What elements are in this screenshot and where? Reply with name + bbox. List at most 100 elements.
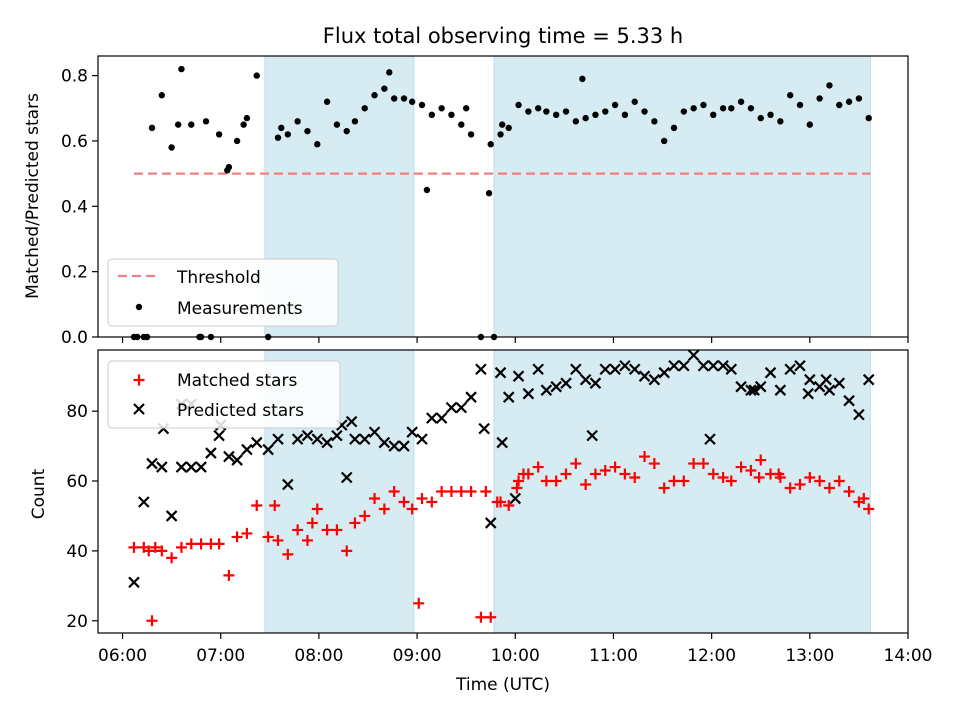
measurement-point <box>690 105 697 112</box>
matched-stars-point <box>580 479 592 491</box>
matched-stars-point <box>175 541 187 553</box>
measurement-point <box>158 92 166 99</box>
matched-stars-point <box>804 472 816 484</box>
measurement-point <box>371 92 378 99</box>
measurement-point <box>467 131 475 138</box>
top-y-tick-label: 0.8 <box>61 67 88 87</box>
matched-stars-point <box>648 458 660 470</box>
measurement-point <box>660 137 668 145</box>
matched-stars-point <box>465 486 477 497</box>
predicted-stars-point <box>484 517 497 529</box>
measurement-point <box>462 105 470 112</box>
x-tick-label: 08:00 <box>294 646 343 666</box>
measurement-point <box>592 111 599 119</box>
matched-stars-point <box>398 496 410 508</box>
matched-stars-point <box>745 465 757 477</box>
predicted-stars-point <box>195 461 207 473</box>
predicted-stars-point <box>205 447 217 459</box>
predicted-stars-point <box>175 461 188 473</box>
predicted-stars-point <box>406 426 418 438</box>
chart-title: Flux total observing time = 5.33 h <box>323 24 683 48</box>
predicted-stars-point <box>823 384 836 396</box>
predicted-stars-point <box>291 433 304 445</box>
predicted-stars-point <box>478 422 490 435</box>
matched-stars-point <box>503 499 515 511</box>
matched-stars-point <box>282 548 294 560</box>
predicted-stars-point <box>445 401 458 414</box>
x-tick-label: 12:00 <box>687 646 736 666</box>
top-y-axis-label: Matched/Predicted stars <box>23 93 43 299</box>
matched-stars-point <box>416 492 428 504</box>
predicted-stars-point <box>735 380 747 393</box>
matched-stars-point <box>436 486 448 497</box>
measurement-point <box>631 98 638 105</box>
matched-stars-point <box>475 611 487 623</box>
matched-stars-point <box>292 524 304 536</box>
measurement-point <box>418 101 426 109</box>
measurement-point <box>757 114 764 122</box>
measurement-point <box>148 124 156 132</box>
matched-stars-point <box>359 510 371 522</box>
predicted-stars-point <box>658 366 670 379</box>
predicted-stars-point <box>512 370 525 382</box>
top-legend-box <box>107 258 339 327</box>
predicted-stars-point <box>784 363 796 375</box>
measurement-point <box>202 118 210 125</box>
matched-stars-point <box>241 527 253 539</box>
matched-stars-point <box>794 479 806 491</box>
x-tick-label: 10:00 <box>491 646 540 666</box>
measurement-point <box>786 92 794 99</box>
predicted-stars-point <box>853 408 865 421</box>
x-tick-label: 06:00 <box>98 646 147 666</box>
x-tick-label: 07:00 <box>196 646 245 666</box>
legend-predicted-stars-label: Predicted stars <box>177 401 304 421</box>
measurement-point <box>386 69 393 76</box>
matched-stars-point <box>166 552 178 564</box>
matched-stars-point <box>843 486 855 497</box>
predicted-stars-point <box>707 359 720 372</box>
predicted-stars-point <box>502 391 515 403</box>
bottom-panel: 20 40 60 80 06:00 07:00 08:00 09:00 10:00 11:00 12… <box>66 349 933 666</box>
predicted-stars-point <box>128 576 140 589</box>
predicted-stars-point <box>231 454 243 466</box>
predicted-stars-point <box>804 373 816 386</box>
measurement-point <box>796 101 804 109</box>
top-y-tick-label: 0.4 <box>61 197 88 217</box>
x-tick-label: 13:00 <box>785 646 834 666</box>
measurement-point <box>525 108 532 115</box>
measurement-point <box>572 118 580 125</box>
predicted-stars-point <box>156 461 168 473</box>
predicted-stars-point <box>223 450 235 463</box>
measurement-point <box>543 108 550 115</box>
matched-stars-point <box>341 545 353 557</box>
measurement-point <box>438 105 445 112</box>
matched-stars-point <box>773 468 785 480</box>
predicted-stars-point <box>668 359 680 372</box>
measurement-point <box>333 121 341 128</box>
matched-stars-point <box>658 482 670 494</box>
matched-stars-point <box>406 503 418 515</box>
predicted-stars-point <box>540 384 553 396</box>
measurement-point <box>806 121 814 128</box>
measurement-point <box>579 75 586 83</box>
predicted-stars-point <box>599 363 612 375</box>
measurement-point <box>602 108 609 115</box>
matched-stars-point <box>513 475 525 487</box>
measurement-point <box>314 141 321 148</box>
matched-stars-point <box>532 461 544 473</box>
matched-stars-point <box>231 531 243 543</box>
predicted-stars-point <box>250 436 263 449</box>
matched-stars-point <box>753 472 765 484</box>
measurement-point <box>343 127 350 135</box>
matched-stars-point <box>369 492 381 504</box>
measurement-point <box>680 108 688 115</box>
measurement-point <box>361 105 368 112</box>
x-tick-label: 11:00 <box>589 646 638 666</box>
matched-stars-point <box>570 458 582 470</box>
measurement-point <box>737 98 745 105</box>
predicted-stars-point <box>345 415 358 428</box>
matched-stars-point <box>678 475 690 487</box>
matched-stars-point <box>156 545 168 557</box>
measurement-point <box>497 131 504 138</box>
